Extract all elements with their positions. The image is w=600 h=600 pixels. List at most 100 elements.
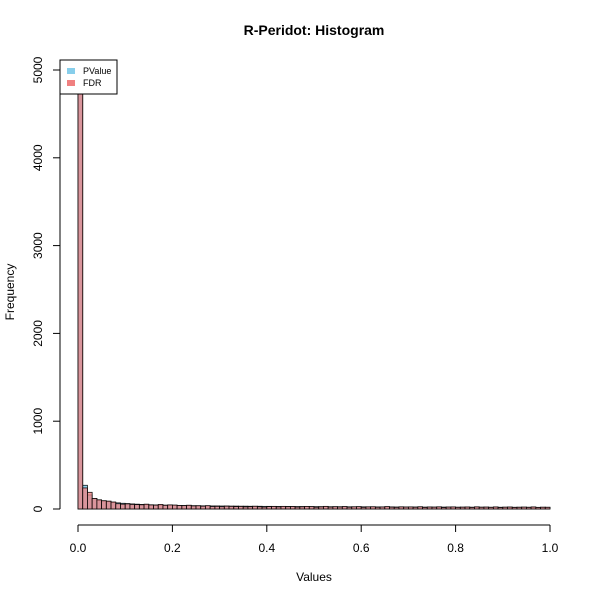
bar-fdr-46 [294,506,301,510]
bar-fdr-68 [398,506,405,510]
bar-fdr-98 [540,506,546,510]
bar-fdr-39 [261,506,268,510]
bar-fdr-53 [327,506,334,510]
bar-fdr-99 [544,506,551,510]
bar-fdr-24 [190,505,197,510]
bar-fdr-87 [488,506,494,510]
bar-fdr-58 [351,506,357,510]
x-tick-label: 0.0 [70,541,87,555]
bar-fdr-70 [407,506,414,510]
x-tick-label: 1.0 [542,541,559,555]
bar-fdr-43 [280,505,287,510]
bar-fdr-12 [134,504,140,510]
bar-fdr-72 [417,506,423,510]
bar-fdr-90 [502,506,508,510]
bar-fdr-26 [200,505,206,510]
bar-fdr-17 [157,504,164,510]
bar-fdr-59 [356,506,362,510]
bar-fdr-40 [266,506,272,510]
bar-fdr-37 [252,505,258,510]
bar-fdr-88 [492,506,499,510]
bar-fdr-31 [223,505,230,510]
bar-fdr-86 [483,506,490,510]
x-tick-label: 0.4 [258,541,275,555]
bar-fdr-9 [120,503,126,510]
bar-fdr-78 [445,506,452,510]
x-tick-label: 0.2 [164,541,181,555]
bar-fdr-60 [360,506,367,510]
x-tick-label: 0.8 [447,541,464,555]
bar-fdr-64 [379,506,386,510]
bar-fdr-33 [233,506,239,510]
bar-fdr-75 [431,506,438,510]
bar-fdr-84 [474,506,480,510]
legend-label-fdr: FDR [83,78,102,88]
legend: PValue FDR [59,59,118,95]
bar-fdr-16 [153,504,159,510]
bar-fdr-93 [516,506,523,510]
bar-fdr-81 [459,506,466,510]
bar-fdr-48 [304,506,310,510]
y-tick-label: 3000 [31,232,45,259]
bar-fdr-89 [497,507,504,510]
bar-fdr-94 [521,506,527,510]
bar-fdr-23 [186,504,192,510]
bar-fdr-97 [535,507,541,510]
axes-layer: 0.0 0.2 0.4 0.6 0.8 1.0 0 1000 2000 3000 4000 5000 [31,56,559,555]
bar-fdr-79 [450,506,457,510]
series-fdr [77,87,551,510]
x-axis-label: Values [296,570,332,584]
bar-fdr-66 [389,506,395,510]
bar-fdr-85 [478,506,485,510]
bar-fdr-10 [124,503,131,510]
bar-fdr-0 [77,87,84,510]
y-axis-label: Frequency [3,264,17,321]
bar-fdr-63 [374,506,381,510]
bar-fdr-28 [209,506,216,510]
bar-fdr-42 [275,506,282,510]
bar-fdr-3 [91,498,98,510]
bar-fdr-57 [346,506,353,510]
bar-fdr-8 [115,503,121,510]
bar-fdr-38 [256,506,263,510]
bars-layer [77,69,551,510]
bar-fdr-1 [82,487,88,510]
bar-fdr-14 [143,503,150,510]
bar-fdr-49 [308,506,315,510]
y-tick-label: 4000 [31,144,45,171]
bar-fdr-15 [148,504,154,510]
bar-fdr-18 [162,504,169,510]
bar-fdr-41 [271,506,277,510]
bar-fdr-22 [181,505,187,510]
chart-title: R-Peridot: Histogram [244,22,385,38]
bar-fdr-36 [247,506,254,510]
bar-fdr-25 [195,505,202,510]
bar-fdr-47 [299,506,305,510]
bar-fdr-71 [412,506,419,510]
bar-fdr-82 [464,506,471,510]
legend-label-pvalue: PValue [83,66,111,76]
y-tick-label: 0 [31,505,45,512]
legend-swatch-fdr [67,80,75,86]
series-pvalue [77,69,551,510]
bar-fdr-52 [323,505,329,510]
bar-fdr-54 [332,506,339,510]
bar-fdr-2 [87,491,93,510]
bar-fdr-91 [507,506,513,510]
bar-fdr-7 [110,501,117,510]
bar-fdr-73 [422,507,428,510]
y-tick-label: 2000 [31,320,45,347]
bar-fdr-6 [105,500,112,510]
bar-fdr-62 [370,506,376,510]
bar-fdr-83 [469,507,475,510]
bar-fdr-69 [403,506,409,510]
bar-fdr-65 [384,506,390,510]
y-tick-label: 5000 [31,56,45,83]
bar-fdr-20 [171,504,178,510]
bar-fdr-30 [219,506,225,510]
bar-fdr-74 [426,506,433,510]
bar-fdr-45 [289,506,296,510]
bar-fdr-55 [337,506,343,510]
bar-fdr-56 [341,506,348,510]
